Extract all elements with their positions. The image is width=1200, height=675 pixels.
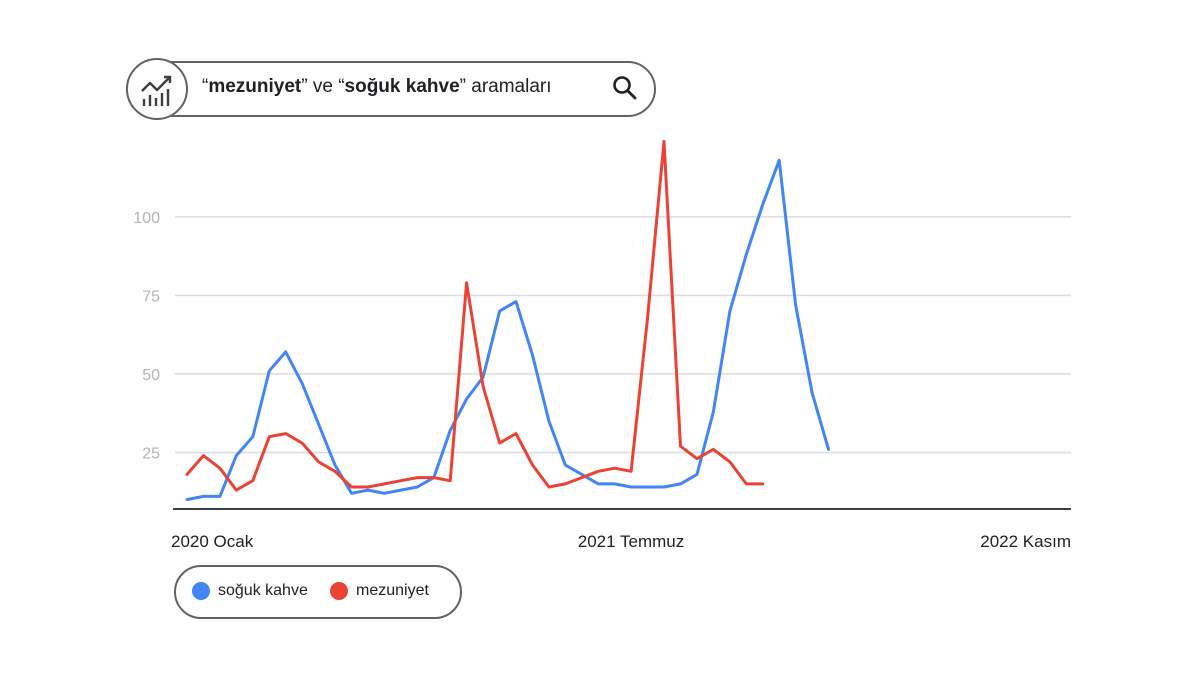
x-tick-label: 2022 Kasım <box>980 532 1071 551</box>
y-tick-label: 75 <box>142 288 160 305</box>
legend-item-soguk-kahve[interactable]: soğuk kahve <box>192 582 308 600</box>
series-line-soguk-kahve <box>185 158 830 502</box>
legend-label: mezuniyet <box>356 582 429 599</box>
y-tick-label: 25 <box>142 445 160 462</box>
search-icon[interactable] <box>612 75 638 106</box>
query-term-1: mezuniyet <box>208 76 302 97</box>
y-tick-label: 50 <box>142 367 160 384</box>
search-query-text[interactable]: “mezuniyet” ve “soğuk kahve” aramaları <box>202 76 552 97</box>
legend-label: soğuk kahve <box>218 582 308 599</box>
x-tick-label: 2021 Temmuz <box>578 532 684 551</box>
query-term-2: soğuk kahve <box>344 76 460 97</box>
y-tick-label: 100 <box>133 210 160 227</box>
trending-chart-icon <box>126 58 188 120</box>
legend-dot-icon <box>330 582 348 600</box>
legend-dot-icon <box>192 582 210 600</box>
chart-legend: soğuk kahve mezuniyet <box>174 565 462 619</box>
x-tick-label: 2020 Ocak <box>171 532 254 551</box>
legend-item-mezuniyet[interactable]: mezuniyet <box>330 582 429 600</box>
series-line-mezuniyet <box>185 139 765 492</box>
